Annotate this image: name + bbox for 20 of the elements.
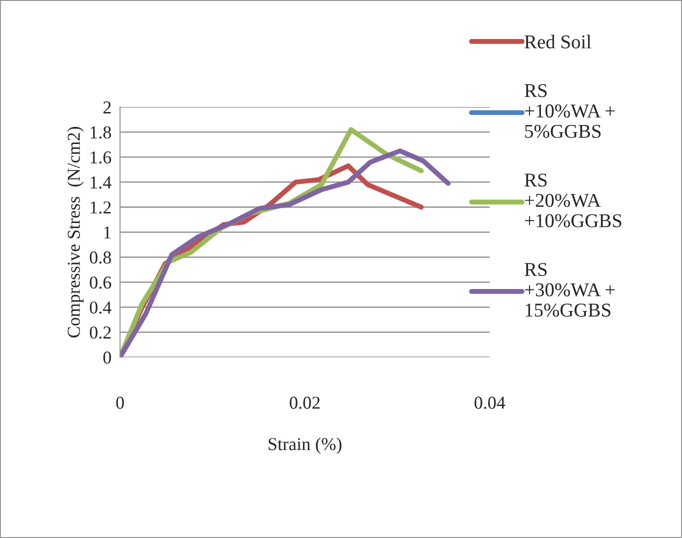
legend-label: RS +30%WA + 15%GGBS	[524, 262, 615, 317]
y-tick-label: 0.2	[90, 326, 111, 339]
y-tick-label: 1.2	[90, 201, 111, 214]
y-tick-label: 0	[103, 351, 112, 364]
x-tick-label: 0.02	[290, 396, 320, 409]
y-tick-label: 2	[103, 101, 111, 114]
legend-label: RS +20%WA +10%GGBS	[524, 174, 622, 228]
legend-label: Red Soil	[524, 34, 592, 48]
y-tick-label: 0.6	[90, 276, 112, 289]
x-tick-label: 0.04	[474, 396, 506, 409]
x-tick-label: 0	[116, 396, 124, 409]
legend-label: RS +10%WA + 5%GGBS	[524, 84, 615, 138]
x-axis-title: Strain (%)	[268, 437, 342, 454]
y-tick-label: 0.4	[90, 301, 112, 314]
y-tick-label: 1.4	[90, 176, 112, 189]
y-axis-title: Compressive Stress (N/cm2)	[67, 126, 84, 338]
y-tick-label: 1.8	[90, 126, 112, 139]
y-tick-label: 1	[104, 226, 111, 238]
y-tick-label: 1.6	[90, 151, 112, 164]
y-tick-label: 0.8	[90, 251, 112, 264]
